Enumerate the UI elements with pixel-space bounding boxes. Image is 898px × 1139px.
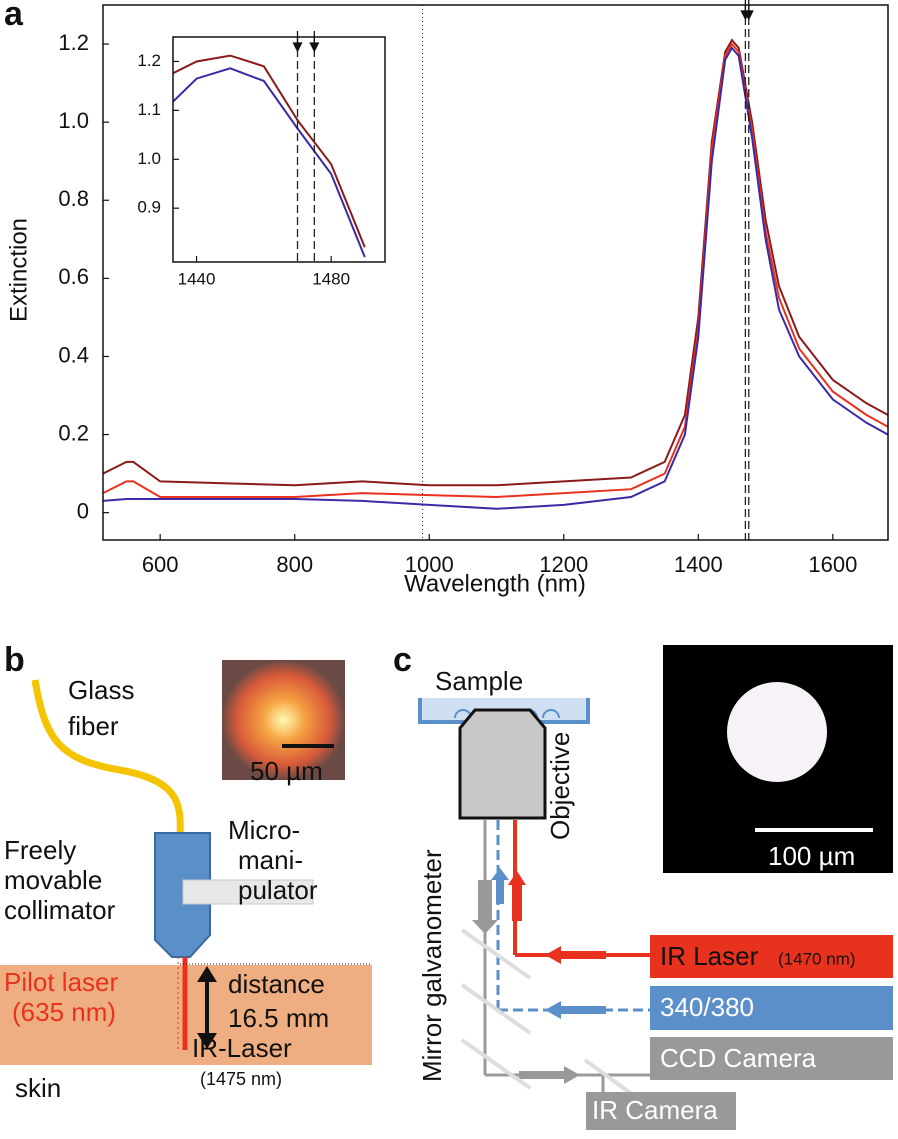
- label: CCD Camera: [660, 1043, 817, 1073]
- label: pulator: [238, 875, 318, 905]
- y-tick-label: 0: [77, 498, 89, 523]
- charts: 600 800 1000 1200 1400 1600 0 0.2 0.4 0.6 0.8 1.0 1.…: [58, 0, 889, 577]
- y-tick-label: 1.2: [58, 30, 89, 55]
- data-line: [103, 42, 888, 499]
- panel-label: c: [393, 641, 412, 679]
- y-tick-label: 0.4: [58, 342, 89, 367]
- label: Pilot laser: [4, 967, 118, 997]
- label: (635 nm): [12, 997, 116, 1027]
- label: (1470 nm): [778, 949, 855, 968]
- glass-fiber: [31, 679, 184, 836]
- label: 340/380: [660, 992, 754, 1022]
- marker-arrow: [309, 31, 320, 53]
- y-tick-label: 0.6: [58, 264, 89, 289]
- data-line: [173, 67, 366, 258]
- y-tick-label: 0.2: [58, 420, 89, 445]
- label: movable: [4, 865, 102, 895]
- axes-frame: [172, 36, 386, 263]
- x-tick-label: 600: [142, 552, 179, 577]
- objective: [458, 708, 547, 820]
- y-tick-label: 0.9: [137, 198, 161, 217]
- panel-label: b: [4, 641, 25, 679]
- label: collimator: [4, 895, 116, 925]
- arrow: [508, 871, 526, 921]
- panel-label: a: [4, 0, 24, 33]
- label: distance: [228, 969, 325, 999]
- arrow: [519, 1066, 580, 1084]
- box: [650, 986, 893, 1030]
- label: (1475 nm): [200, 1069, 282, 1089]
- label: Sample: [435, 666, 523, 696]
- label: skin: [15, 1073, 61, 1103]
- x-tick-label: 1600: [808, 552, 857, 577]
- y-axis-title: Extinction: [5, 218, 32, 322]
- panel-b: b Glass fiber Freely movable collimator …: [0, 641, 372, 1103]
- y-tick-label: 1.0: [58, 108, 89, 133]
- x-tick-label: 1000: [405, 552, 454, 577]
- label: IR-Laser: [192, 1033, 292, 1063]
- data-line: [103, 38, 888, 487]
- y-tick-label: 1.0: [137, 149, 161, 168]
- scale-label: 50 µm: [250, 756, 323, 786]
- label: Micro-: [228, 815, 300, 845]
- label: Objective: [545, 732, 575, 840]
- box: [586, 1092, 736, 1130]
- label: fiber: [68, 711, 119, 741]
- panel-c: 100 µm c Sample Objective Mirror galvano…: [393, 641, 893, 1130]
- y-tick-label: 1.2: [137, 51, 161, 70]
- manipulator: [182, 879, 314, 905]
- x-tick-label: 1440: [178, 269, 216, 288]
- data-line: [173, 54, 366, 248]
- label: IR Laser: [660, 941, 759, 971]
- label: IR Camera: [592, 1095, 718, 1125]
- y-tick-label: 0.8: [58, 186, 89, 211]
- marker-arrow: [292, 31, 303, 53]
- spot: [727, 682, 827, 782]
- label: 16.5 mm: [228, 1003, 329, 1033]
- scale-label: 100 µm: [768, 841, 855, 871]
- marker-arrow: [743, 0, 754, 21]
- arrow: [545, 946, 606, 964]
- x-tick-label: 1400: [674, 552, 723, 577]
- x-tick-label: 1480: [312, 269, 350, 288]
- label: Freely: [4, 835, 76, 865]
- axes-frame: [102, 4, 889, 541]
- arrow: [491, 868, 509, 904]
- x-tick-label: 1200: [539, 552, 588, 577]
- box: [650, 935, 893, 978]
- y-tick-label: 1.1: [137, 100, 161, 119]
- x-axis-title: Wavelength (nm): [404, 570, 586, 597]
- arrow: [472, 880, 498, 934]
- label: Glass: [68, 675, 134, 705]
- spot-photo: [222, 660, 345, 780]
- label: Mirror galvanometer: [417, 849, 447, 1082]
- panel-a: a Wavelength (nm) Extinction: [4, 0, 586, 597]
- label: mani-: [238, 845, 303, 875]
- arrow: [545, 1001, 606, 1019]
- box: [650, 1037, 893, 1080]
- data-line: [103, 46, 888, 510]
- x-tick-label: 800: [276, 552, 313, 577]
